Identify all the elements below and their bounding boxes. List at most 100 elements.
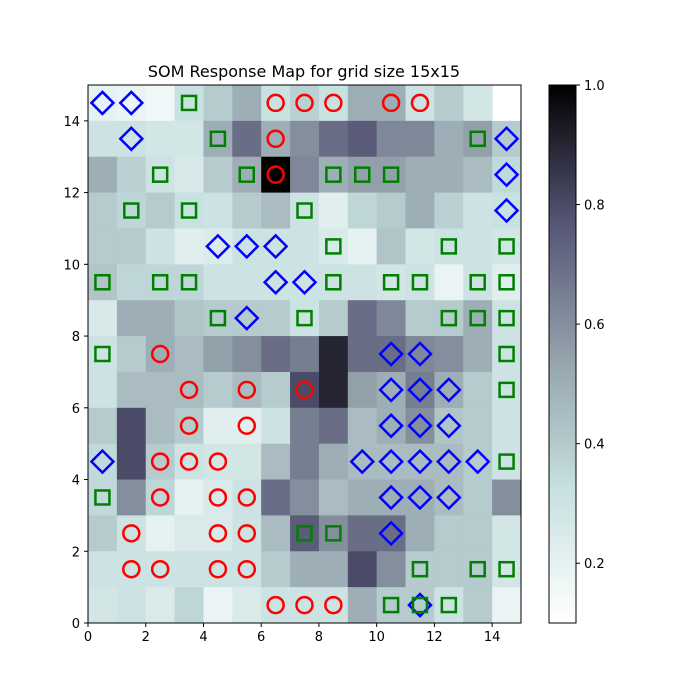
marker-square bbox=[498, 381, 515, 399]
heatmap-cell bbox=[347, 515, 378, 552]
plot-frame bbox=[87, 84, 522, 624]
heatmap-cell bbox=[232, 336, 262, 373]
heatmap-cell bbox=[232, 443, 262, 481]
heatmap-cell bbox=[463, 407, 493, 445]
marker-circle bbox=[122, 524, 141, 543]
heatmap-cell bbox=[232, 551, 262, 588]
heatmap-cell bbox=[88, 551, 118, 588]
marker-circle bbox=[266, 93, 285, 113]
x-tick-label: 12 bbox=[426, 630, 443, 645]
heatmap-cell bbox=[376, 85, 407, 122]
marker-diamond bbox=[436, 448, 462, 475]
marker-circle bbox=[208, 452, 228, 471]
heatmap-cell bbox=[492, 443, 522, 481]
heatmap-cell bbox=[116, 479, 147, 516]
marker-diamond bbox=[378, 448, 404, 475]
heatmap-cell bbox=[463, 120, 493, 158]
heatmap-cell bbox=[174, 120, 204, 158]
marker-circle bbox=[208, 488, 228, 507]
marker-square bbox=[440, 238, 458, 255]
heatmap-cell bbox=[318, 156, 349, 194]
heatmap-cell bbox=[463, 300, 493, 337]
heatmap-cell bbox=[116, 407, 147, 445]
heatmap-cell bbox=[376, 192, 407, 229]
heatmap-cell bbox=[88, 192, 118, 229]
heatmap-cell bbox=[203, 371, 233, 409]
heatmap-cell bbox=[318, 85, 349, 122]
marker-square bbox=[94, 274, 111, 291]
heatmap-cell bbox=[347, 407, 378, 445]
heatmap-cell bbox=[88, 300, 118, 337]
heatmap-cell bbox=[347, 120, 378, 158]
marker-square bbox=[469, 309, 486, 327]
heatmap-cell bbox=[405, 120, 435, 158]
marker-diamond bbox=[205, 233, 231, 260]
colorbar bbox=[549, 85, 576, 623]
marker-circle bbox=[295, 380, 314, 400]
heatmap-cell bbox=[290, 156, 320, 194]
heatmap-cell bbox=[347, 264, 378, 301]
marker-circle bbox=[179, 416, 199, 435]
heatmap-cell bbox=[232, 264, 262, 301]
y-tick-label: 14 bbox=[63, 115, 80, 130]
heatmap-cell bbox=[434, 85, 464, 122]
heatmap-cell bbox=[463, 228, 493, 265]
heatmap-cell bbox=[88, 156, 118, 194]
marker-square bbox=[498, 560, 515, 578]
marker-diamond bbox=[89, 90, 116, 116]
heatmap-cell bbox=[463, 336, 493, 373]
marker-square bbox=[238, 166, 256, 183]
heatmap-cell bbox=[174, 85, 204, 122]
colorbar-tick-label: 1.0 bbox=[584, 79, 605, 94]
marker-square bbox=[498, 274, 515, 291]
heatmap-cell bbox=[203, 264, 233, 301]
heatmap-cell bbox=[261, 300, 291, 337]
colorbar-tick-label: 0.6 bbox=[584, 318, 605, 333]
heatmap-cell bbox=[232, 407, 262, 445]
colorbar-axis: 0.2 0.4 0.6 0.8 1.0 bbox=[576, 79, 605, 572]
heatmap-cell bbox=[203, 515, 233, 552]
heatmap-cell bbox=[174, 336, 204, 373]
marker-circle bbox=[150, 488, 170, 507]
heatmap-cell bbox=[116, 264, 147, 301]
heatmap-cell bbox=[492, 587, 522, 624]
marker-circle bbox=[324, 595, 343, 615]
heatmap-cell bbox=[145, 443, 176, 481]
heatmap-cell bbox=[405, 300, 435, 337]
heatmap-cell bbox=[347, 587, 378, 624]
marker-square bbox=[411, 596, 429, 614]
heatmap-cell bbox=[376, 587, 407, 624]
heatmap-cell bbox=[174, 587, 204, 624]
marker-diamond bbox=[407, 448, 433, 475]
heatmap-cell bbox=[261, 479, 291, 516]
marker-square bbox=[469, 560, 486, 578]
heatmap-cell bbox=[88, 336, 118, 373]
heatmap-cell bbox=[88, 479, 118, 516]
heatmap-cell bbox=[318, 515, 349, 552]
heatmap-cell bbox=[88, 228, 118, 265]
marker-square bbox=[440, 596, 458, 614]
x-tick-label: 8 bbox=[315, 630, 323, 645]
marker-square bbox=[151, 274, 169, 291]
heatmap-cell bbox=[203, 336, 233, 373]
marker-diamond bbox=[378, 377, 404, 403]
marker-square bbox=[94, 489, 111, 506]
marker-diamond bbox=[407, 412, 433, 439]
chart-title: SOM Response Map for grid size 15x15 bbox=[148, 62, 460, 81]
heatmap-cell bbox=[347, 336, 378, 373]
heatmap-cell bbox=[203, 443, 233, 481]
marker-circle bbox=[237, 524, 257, 543]
heatmap-cell bbox=[290, 120, 320, 158]
heatmap-cell bbox=[145, 300, 176, 337]
heatmap-cell bbox=[463, 515, 493, 552]
heatmap-cell bbox=[434, 120, 464, 158]
heatmap-cell bbox=[232, 515, 262, 552]
heatmap-cell bbox=[463, 551, 493, 588]
marker-square bbox=[209, 130, 227, 148]
heatmap-cell bbox=[376, 156, 407, 194]
heatmap-cell bbox=[347, 300, 378, 337]
heatmap-cell bbox=[232, 156, 262, 194]
x-tick-label: 4 bbox=[199, 630, 207, 645]
heatmap-cell bbox=[492, 228, 522, 265]
